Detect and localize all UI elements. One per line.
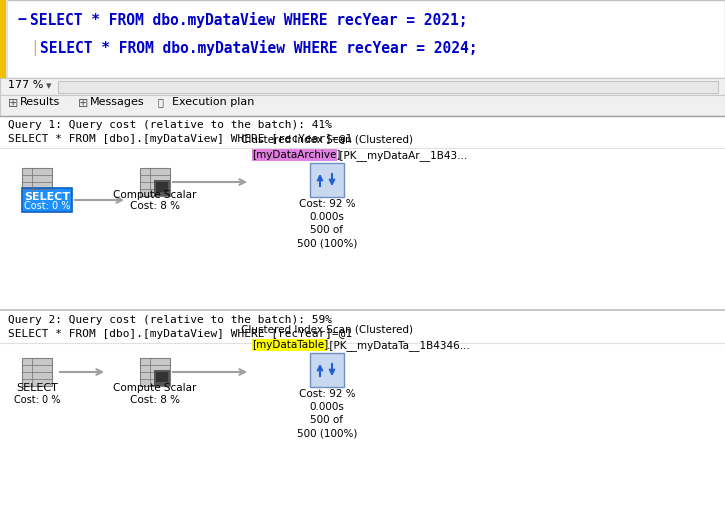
Bar	[22, 358, 52, 386]
Text: Execution plan: Execution plan	[172, 97, 254, 107]
Bar	[0, 116, 725, 310]
Text: −: −	[18, 12, 27, 27]
Bar	[0, 0, 6, 78]
Bar	[22, 188, 72, 212]
Bar	[0, 311, 725, 530]
Text: SELECT * FROM [dbo].[myDataView] WHERE [recYear]=@1: SELECT * FROM [dbo].[myDataView] WHERE […	[8, 329, 352, 339]
Text: Clustered Index Scan (Clustered): Clustered Index Scan (Clustered)	[241, 325, 413, 335]
Bar	[156, 372, 168, 382]
Bar	[0, 0, 725, 78]
Text: SELECT * FROM dbo.myDataView WHERE recYear = 2024;: SELECT * FROM dbo.myDataView WHERE recYe…	[40, 40, 478, 56]
Text: ⊞: ⊞	[8, 97, 19, 110]
Text: ⊞: ⊞	[78, 97, 88, 110]
Bar	[0, 309, 725, 311]
Text: Query 2: Query cost (relative to the batch): 59%: Query 2: Query cost (relative to the bat…	[8, 315, 332, 325]
Text: Cost: 92 %: Cost: 92 %	[299, 199, 355, 209]
Text: |: |	[30, 40, 38, 56]
Text: ▾: ▾	[46, 81, 51, 91]
Text: SELECT * FROM [dbo].[myDataView] WHERE [recYear]=@1: SELECT * FROM [dbo].[myDataView] WHERE […	[8, 134, 352, 144]
Bar	[0, 78, 725, 95]
Text: Results: Results	[20, 97, 60, 107]
Text: Cost: 8 %: Cost: 8 %	[130, 201, 180, 211]
Bar	[140, 168, 170, 196]
Bar	[58, 81, 718, 93]
Bar	[252, 339, 327, 351]
Text: .[PK__myDataTa__1B4346...: .[PK__myDataTa__1B4346...	[327, 340, 471, 351]
Bar	[0, 95, 725, 116]
Text: 500 (100%): 500 (100%)	[297, 428, 357, 438]
Bar	[154, 180, 170, 196]
Text: Cost: 8 %: Cost: 8 %	[130, 395, 180, 405]
Bar	[6, 0, 8, 78]
Bar	[310, 163, 344, 197]
Text: [myDataTable]: [myDataTable]	[252, 340, 328, 350]
Text: Query 1: Query cost (relative to the batch): 41%: Query 1: Query cost (relative to the bat…	[8, 120, 332, 130]
Bar	[22, 168, 52, 196]
Text: [myDataArchive]: [myDataArchive]	[252, 150, 341, 160]
Text: Compute Scalar: Compute Scalar	[113, 190, 196, 200]
Text: 0.000s: 0.000s	[310, 212, 344, 222]
Text: Cost: 0 %: Cost: 0 %	[24, 201, 70, 211]
Bar	[140, 358, 170, 386]
Text: 500 of: 500 of	[310, 225, 344, 235]
Text: Clustered Index Scan (Clustered): Clustered Index Scan (Clustered)	[241, 135, 413, 145]
Text: Messages: Messages	[90, 97, 144, 107]
Text: Cost: 0 %: Cost: 0 %	[14, 395, 60, 405]
Text: .[PK__myDataAr__1B43...: .[PK__myDataAr__1B43...	[337, 150, 468, 161]
Text: 500 of: 500 of	[310, 415, 344, 425]
Text: Compute Scalar: Compute Scalar	[113, 383, 196, 393]
Text: SELECT * FROM dbo.myDataView WHERE recYear = 2021;: SELECT * FROM dbo.myDataView WHERE recYe…	[30, 12, 468, 28]
Text: ⬜: ⬜	[158, 97, 164, 107]
Bar	[310, 353, 344, 387]
Bar	[156, 182, 168, 192]
Text: SELECT: SELECT	[24, 192, 70, 202]
Text: SELECT: SELECT	[16, 383, 58, 393]
Text: Cost: 92 %: Cost: 92 %	[299, 389, 355, 399]
Text: 0.000s: 0.000s	[310, 402, 344, 412]
Text: 177 %: 177 %	[8, 80, 44, 90]
Bar	[252, 149, 337, 161]
Bar	[154, 370, 170, 386]
Text: 500 (100%): 500 (100%)	[297, 238, 357, 248]
